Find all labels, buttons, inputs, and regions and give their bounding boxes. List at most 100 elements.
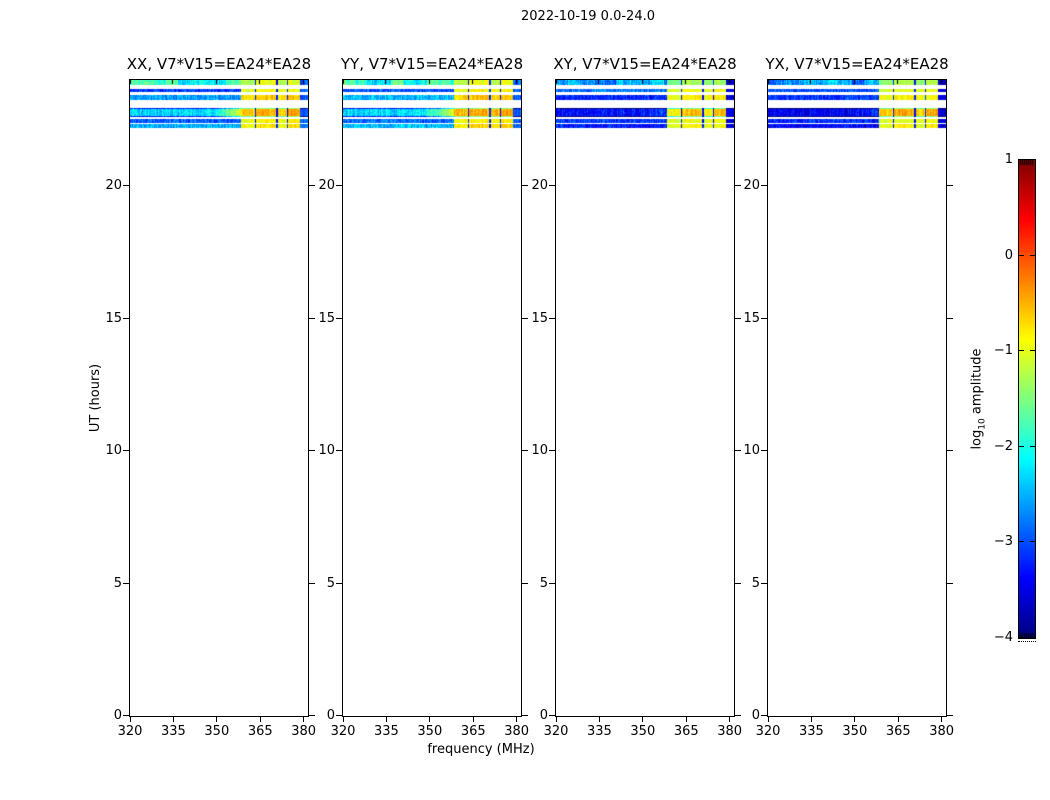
freq-tick	[685, 717, 687, 722]
ut-tick	[761, 317, 767, 319]
ut-tick-label: 5	[326, 575, 335, 591]
freq-tick	[259, 717, 261, 722]
panel-axes-xx	[129, 79, 309, 717]
ut-tick	[522, 582, 528, 584]
colorbar-tick	[1019, 254, 1024, 256]
colorbar-tick	[1030, 541, 1035, 543]
colorbar-tick	[1019, 541, 1024, 543]
colorbar-tick	[1019, 350, 1024, 352]
ut-tick	[947, 450, 953, 451]
panel-axes-xy	[555, 79, 735, 717]
ut-tick-label: 10	[318, 443, 335, 458]
y-axis-label: UT (hours)	[88, 363, 103, 433]
heatmap-canvas-xy	[556, 80, 734, 716]
freq-tick-label: 380	[504, 724, 530, 739]
freq-tick	[598, 717, 600, 722]
colorbar-canvas	[1019, 160, 1035, 638]
colorbar-tick	[1019, 445, 1024, 447]
freq-tick-label: 335	[373, 724, 399, 739]
ut-tick	[947, 185, 953, 186]
colorbar-tick	[1019, 159, 1024, 160]
heatmap-canvas-yx	[768, 80, 946, 716]
colorbar-tick-label: −2	[993, 438, 1013, 454]
ut-tick	[123, 317, 129, 319]
ut-tick-label: 15	[531, 310, 548, 326]
freq-tick	[810, 717, 812, 722]
ut-tick	[336, 317, 342, 319]
ut-tick	[735, 715, 741, 716]
ut-tick	[549, 582, 555, 584]
freq-tick-label: 350	[417, 724, 443, 739]
colorbar-tick	[1030, 254, 1035, 256]
ut-tick-label: 5	[113, 575, 122, 591]
ut-tick	[309, 582, 315, 584]
freq-tick-label: 350	[630, 724, 656, 739]
ut-tick-label: 15	[318, 310, 335, 326]
freq-tick-label: 380	[717, 724, 743, 739]
colorbar-frame	[1018, 159, 1036, 639]
ut-tick-label: 0	[113, 708, 122, 723]
freq-tick	[472, 717, 474, 722]
ut-tick	[309, 317, 315, 319]
ut-tick-label: 5	[751, 575, 760, 591]
ut-tick-label: 15	[105, 310, 122, 326]
freq-tick-label: 350	[842, 724, 868, 739]
ut-tick	[735, 582, 741, 584]
colorbar-tick-label: −1	[993, 343, 1013, 359]
freq-tick	[897, 717, 899, 722]
colorbar-label-prefix: log	[969, 429, 985, 450]
panel-title: YY, V7*V15=EA24*EA28	[340, 55, 524, 73]
ut-tick-label: 15	[743, 310, 760, 326]
ut-tick-label: 10	[531, 443, 548, 458]
colorbar-label-sub: 10	[977, 418, 988, 430]
colorbar-tick-label: 1	[1004, 152, 1013, 167]
freq-tick	[303, 717, 305, 722]
ut-tick-label: 5	[539, 575, 548, 591]
freq-tick	[342, 717, 344, 722]
panel-axes-yx	[767, 79, 947, 717]
freq-tick-label: 335	[160, 724, 186, 739]
ut-tick-label: 20	[531, 178, 548, 193]
colorbar-tick-label: −3	[993, 534, 1013, 550]
freq-tick-label: 320	[117, 724, 143, 739]
colorbar-tick	[1030, 159, 1035, 160]
freq-tick	[429, 717, 431, 722]
ut-tick	[336, 715, 342, 716]
ut-tick	[735, 317, 741, 319]
ut-tick	[549, 450, 555, 451]
ut-tick-label: 20	[318, 178, 335, 193]
freq-tick-label: 365	[460, 724, 486, 739]
panel-axes-yy	[342, 79, 522, 717]
freq-tick	[555, 717, 557, 722]
colorbar-tick	[1030, 637, 1035, 638]
ut-tick	[947, 582, 953, 584]
ut-tick-label: 10	[743, 443, 760, 458]
colorbar-label: log10 amplitude	[969, 348, 992, 449]
ut-tick	[123, 450, 129, 451]
freq-tick-label: 350	[204, 724, 230, 739]
freq-tick-label: 380	[929, 724, 955, 739]
ut-tick	[336, 450, 342, 451]
ut-tick	[522, 317, 528, 319]
ut-tick-label: 0	[751, 708, 760, 723]
x-axis-label: frequency (MHz)	[427, 742, 535, 757]
colorbar-tick	[1030, 350, 1035, 352]
freq-tick-label: 335	[798, 724, 824, 739]
freq-tick	[941, 717, 943, 722]
ut-tick-label: 0	[539, 708, 548, 723]
ut-tick	[123, 582, 129, 584]
freq-tick	[729, 717, 731, 722]
ut-tick	[336, 185, 342, 186]
freq-tick-label: 365	[885, 724, 911, 739]
ut-tick-label: 20	[105, 178, 122, 193]
panel-title: XY, V7*V15=EA24*EA28	[553, 55, 737, 73]
ut-tick	[735, 185, 741, 186]
colorbar-tick-label: 0	[1004, 247, 1013, 263]
ut-tick-label: 0	[326, 708, 335, 723]
ut-tick	[549, 317, 555, 319]
ut-tick	[947, 715, 953, 716]
ut-tick	[336, 582, 342, 584]
ut-tick	[947, 317, 953, 319]
panel-title: YX, V7*V15=EA24*EA28	[765, 55, 949, 73]
